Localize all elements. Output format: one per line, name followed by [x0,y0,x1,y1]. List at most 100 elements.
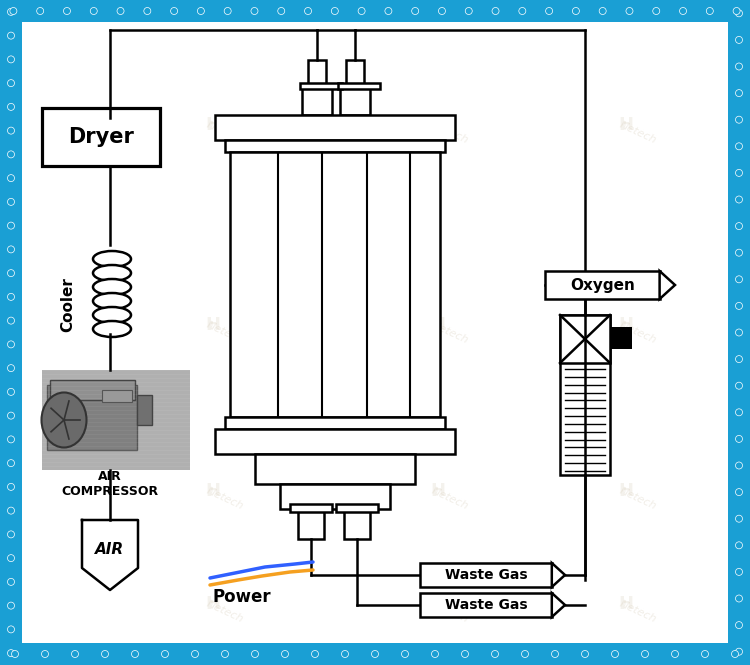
Bar [230,152,440,417]
Text: H: H [430,595,445,613]
Ellipse shape [8,9,14,15]
Ellipse shape [521,650,529,658]
Text: Netech: Netech [617,320,658,345]
Ellipse shape [8,341,14,348]
Text: Netech: Netech [205,486,245,511]
Polygon shape [552,563,565,587]
Ellipse shape [736,462,742,469]
Ellipse shape [8,412,14,419]
Ellipse shape [161,650,169,658]
Bar [346,60,364,85]
Ellipse shape [8,198,14,205]
Bar [340,85,370,115]
Ellipse shape [131,650,139,658]
Text: Oxygen: Oxygen [570,277,634,293]
Bar [290,504,332,512]
Ellipse shape [8,579,14,585]
Ellipse shape [8,293,14,301]
Ellipse shape [8,80,14,86]
Ellipse shape [221,650,229,658]
Text: Netech: Netech [617,599,658,624]
Ellipse shape [736,356,742,362]
Bar [308,60,326,85]
Text: Waste Gas: Waste Gas [445,568,527,582]
Ellipse shape [401,650,409,658]
Ellipse shape [8,555,14,562]
Ellipse shape [736,595,742,602]
Text: H: H [618,595,633,613]
Ellipse shape [191,650,199,658]
Ellipse shape [8,650,14,656]
Ellipse shape [736,223,742,229]
Text: Netech: Netech [617,486,658,511]
Ellipse shape [251,7,258,15]
Polygon shape [82,520,138,590]
Ellipse shape [41,650,49,658]
Ellipse shape [736,569,742,575]
Text: H: H [430,315,445,334]
Ellipse shape [304,7,311,15]
Ellipse shape [8,151,14,158]
Ellipse shape [197,7,205,15]
Ellipse shape [8,175,14,182]
Ellipse shape [431,650,439,658]
Bar [560,315,610,363]
Bar [215,115,455,140]
Bar [336,504,378,512]
Text: Netech: Netech [617,120,658,146]
Text: Netech: Netech [430,120,470,146]
Ellipse shape [465,7,472,15]
Text: H: H [206,595,220,613]
Bar [42,108,160,166]
Text: Netech: Netech [205,320,245,345]
Bar [420,593,552,617]
Bar [42,370,190,470]
Bar [338,83,380,89]
Ellipse shape [90,7,98,15]
Ellipse shape [8,317,14,324]
Ellipse shape [311,650,319,658]
Ellipse shape [626,7,633,15]
Ellipse shape [611,650,619,658]
Bar [280,484,390,509]
Ellipse shape [736,249,742,256]
Ellipse shape [581,650,589,658]
Text: H: H [206,116,220,134]
Ellipse shape [8,626,14,633]
Ellipse shape [8,103,14,110]
Ellipse shape [8,246,14,253]
Bar [137,395,152,425]
Ellipse shape [281,650,289,658]
Ellipse shape [736,515,742,522]
Text: H: H [618,116,633,134]
Ellipse shape [8,269,14,277]
Ellipse shape [461,650,469,658]
Bar [298,509,324,539]
Text: Dryer: Dryer [68,127,134,147]
Ellipse shape [41,392,86,448]
Ellipse shape [93,265,131,281]
Ellipse shape [736,116,742,123]
Ellipse shape [8,388,14,396]
Ellipse shape [8,364,14,372]
Ellipse shape [8,531,14,538]
Text: Netech: Netech [205,120,245,146]
Ellipse shape [412,7,419,15]
Bar [255,454,415,484]
Ellipse shape [8,56,14,63]
Ellipse shape [11,650,19,658]
Ellipse shape [251,650,259,658]
Ellipse shape [358,7,365,15]
Ellipse shape [701,650,709,658]
Ellipse shape [439,7,446,15]
Ellipse shape [736,276,742,283]
Ellipse shape [731,650,739,658]
Ellipse shape [8,127,14,134]
Ellipse shape [736,90,742,96]
Ellipse shape [736,409,742,416]
Bar [610,327,632,349]
Ellipse shape [736,489,742,495]
Ellipse shape [117,7,124,15]
Ellipse shape [736,10,742,17]
Ellipse shape [706,7,713,15]
